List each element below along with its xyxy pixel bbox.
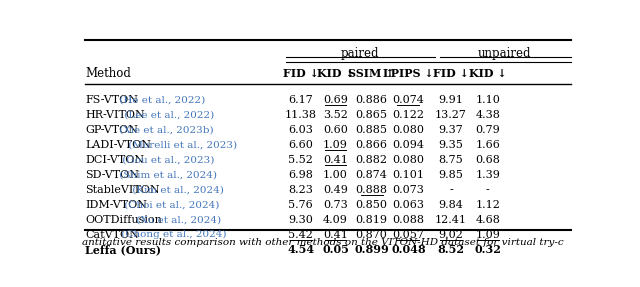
Text: 0.080: 0.080	[392, 155, 424, 165]
Text: (Xie et al., 2023b): (Xie et al., 2023b)	[116, 125, 213, 134]
Text: 5.42: 5.42	[288, 230, 313, 240]
Text: 6.03: 6.03	[288, 125, 313, 135]
Text: 1.09: 1.09	[323, 140, 348, 150]
Text: 0.870: 0.870	[356, 230, 388, 240]
Text: 13.27: 13.27	[435, 110, 467, 120]
Text: 0.094: 0.094	[392, 140, 424, 150]
Text: (Lee et al., 2022): (Lee et al., 2022)	[121, 110, 214, 119]
Text: 0.080: 0.080	[392, 125, 424, 135]
Text: 0.69: 0.69	[323, 95, 348, 105]
Text: StableVITON: StableVITON	[85, 185, 159, 195]
Text: 1.00: 1.00	[323, 170, 348, 180]
Text: 0.79: 0.79	[476, 125, 500, 135]
Text: 0.048: 0.048	[391, 245, 426, 255]
Text: 8.52: 8.52	[438, 245, 465, 255]
Text: 0.073: 0.073	[392, 185, 424, 195]
Text: IDM-VTON: IDM-VTON	[85, 200, 147, 210]
Text: (He et al., 2022): (He et al., 2022)	[116, 95, 205, 104]
Text: 0.819: 0.819	[356, 215, 388, 225]
Text: 3.52: 3.52	[323, 110, 348, 120]
Text: FS-VTON: FS-VTON	[85, 95, 138, 105]
Text: 9.30: 9.30	[288, 215, 313, 225]
Text: 0.865: 0.865	[356, 110, 388, 120]
Text: 12.41: 12.41	[435, 215, 467, 225]
Text: 9.02: 9.02	[438, 230, 463, 240]
Text: 0.68: 0.68	[476, 155, 500, 165]
Text: -: -	[449, 185, 453, 195]
Text: 0.41: 0.41	[323, 155, 348, 165]
Text: 0.60: 0.60	[323, 125, 348, 135]
Text: KID ↓: KID ↓	[317, 68, 355, 79]
Text: Leffa (Ours): Leffa (Ours)	[85, 245, 161, 255]
Text: 0.41: 0.41	[323, 230, 348, 240]
Text: FID ↓: FID ↓	[283, 68, 319, 79]
Text: 0.899: 0.899	[355, 245, 389, 255]
Text: 1.12: 1.12	[476, 200, 500, 210]
Text: 0.101: 0.101	[392, 170, 424, 180]
Text: 4.54: 4.54	[287, 245, 314, 255]
Text: 5.76: 5.76	[289, 200, 313, 210]
Text: 0.088: 0.088	[392, 215, 424, 225]
Text: KID ↓: KID ↓	[469, 68, 507, 79]
Text: 4.38: 4.38	[476, 110, 500, 120]
Text: 0.05: 0.05	[322, 245, 349, 255]
Text: (Shim et al., 2024): (Shim et al., 2024)	[116, 170, 217, 179]
Text: LADI-VTON: LADI-VTON	[85, 140, 151, 150]
Text: (Xu et al., 2024): (Xu et al., 2024)	[133, 215, 221, 224]
Text: 0.32: 0.32	[474, 245, 501, 255]
Text: SD-VTON: SD-VTON	[85, 170, 139, 180]
Text: (Kim et al., 2024): (Kim et al., 2024)	[129, 185, 223, 194]
Text: OOTDiffusion: OOTDiffusion	[85, 215, 162, 225]
Text: 4.09: 4.09	[323, 215, 348, 225]
Text: 1.10: 1.10	[476, 95, 500, 105]
Text: 0.074: 0.074	[392, 95, 424, 105]
Text: 9.37: 9.37	[438, 125, 463, 135]
Text: 1.39: 1.39	[476, 170, 500, 180]
Text: paired: paired	[341, 47, 380, 60]
Text: 8.23: 8.23	[288, 185, 313, 195]
Text: 0.874: 0.874	[356, 170, 388, 180]
Text: 0.057: 0.057	[392, 230, 424, 240]
Text: unpaired: unpaired	[478, 47, 531, 60]
Text: 0.866: 0.866	[356, 140, 388, 150]
Text: SSIM ↑: SSIM ↑	[348, 68, 395, 79]
Text: 9.85: 9.85	[438, 170, 463, 180]
Text: 0.885: 0.885	[356, 125, 388, 135]
Text: CatVTON: CatVTON	[85, 230, 139, 240]
Text: 6.60: 6.60	[288, 140, 313, 150]
Text: 0.063: 0.063	[392, 200, 424, 210]
Text: DCI-VTON: DCI-VTON	[85, 155, 144, 165]
Text: 0.73: 0.73	[323, 200, 348, 210]
Text: Method: Method	[85, 67, 131, 79]
Text: 0.888: 0.888	[356, 185, 388, 195]
Text: 0.49: 0.49	[323, 185, 348, 195]
Text: 0.122: 0.122	[392, 110, 424, 120]
Text: 5.52: 5.52	[288, 155, 313, 165]
Text: 6.98: 6.98	[288, 170, 313, 180]
Text: 9.91: 9.91	[438, 95, 463, 105]
Text: FID ↓: FID ↓	[433, 68, 469, 79]
Text: (Gou et al., 2023): (Gou et al., 2023)	[118, 155, 214, 164]
Text: LPIPS ↓: LPIPS ↓	[383, 68, 434, 79]
Text: antitative results comparison with other methods on the VITON-HD dataset for vir: antitative results comparison with other…	[83, 238, 564, 247]
Text: (Chong et al., 2024): (Chong et al., 2024)	[118, 230, 226, 239]
Text: 6.17: 6.17	[289, 95, 313, 105]
Text: 4.68: 4.68	[476, 215, 500, 225]
Text: (Choi et al., 2024): (Choi et al., 2024)	[121, 200, 220, 209]
Text: -: -	[486, 185, 490, 195]
Text: 0.850: 0.850	[356, 200, 388, 210]
Text: 1.66: 1.66	[476, 140, 500, 150]
Text: 0.882: 0.882	[356, 155, 388, 165]
Text: 9.84: 9.84	[438, 200, 463, 210]
Text: HR-VITON: HR-VITON	[85, 110, 145, 120]
Text: (Morelli et al., 2023): (Morelli et al., 2023)	[125, 140, 237, 149]
Text: GP-VTON: GP-VTON	[85, 125, 138, 135]
Text: 0.886: 0.886	[356, 95, 388, 105]
Text: 1.09: 1.09	[476, 230, 500, 240]
Text: 11.38: 11.38	[285, 110, 317, 120]
Text: 9.35: 9.35	[438, 140, 463, 150]
Text: 8.75: 8.75	[438, 155, 463, 165]
